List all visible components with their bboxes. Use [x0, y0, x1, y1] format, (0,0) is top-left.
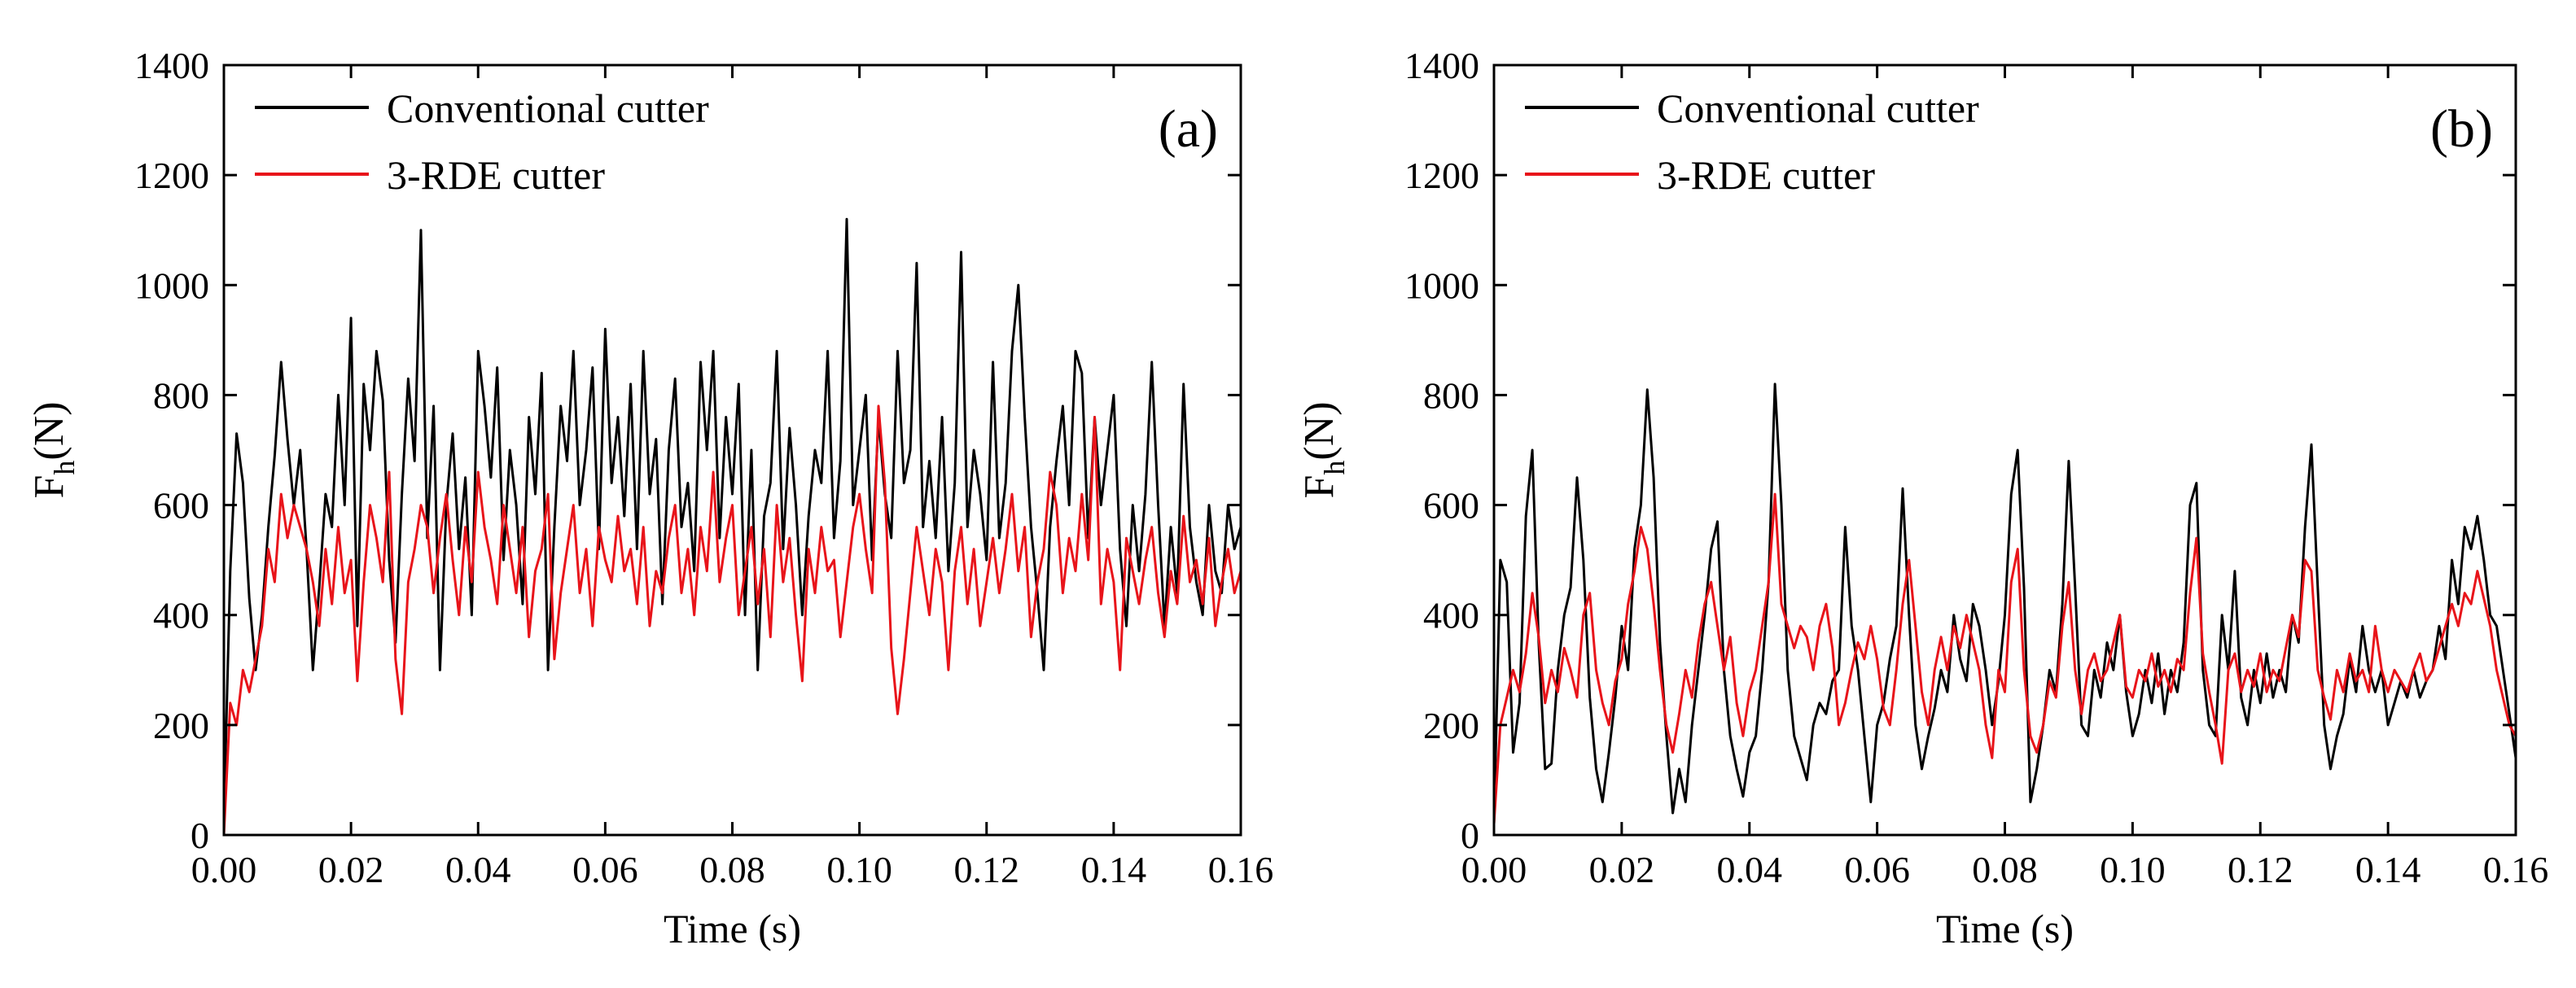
x-axis-label: Time (s) — [1936, 906, 2074, 951]
series-line-rde — [222, 404, 1242, 836]
y-axis-label: Fh(N) — [1296, 401, 1351, 498]
y-axis-label: Fh(N) — [26, 401, 81, 498]
x-tick-label: 0.06 — [572, 849, 638, 890]
y-axis-label-subscript: h — [1318, 461, 1351, 475]
x-axis-label: Time (s) — [664, 906, 801, 951]
x-tick-label: 0.14 — [1081, 849, 1147, 890]
y-axis-label-unit: (N) — [1296, 401, 1343, 460]
y-tick-label: 1400 — [1404, 45, 1479, 86]
series-line-rde — [1492, 492, 2517, 824]
y-tick-label: 1400 — [134, 45, 209, 86]
y-tick-label: 800 — [1423, 374, 1479, 416]
x-tick-label: 0.04 — [445, 849, 511, 890]
y-axis-label-main: F — [1296, 475, 1343, 499]
y-tick-label: 800 — [153, 374, 209, 416]
legend-label-rde: 3-RDE cutter — [387, 152, 605, 198]
x-tick-label: 0.04 — [1717, 849, 1783, 890]
x-tick-label: 0.12 — [954, 849, 1020, 890]
x-tick-label: 0.00 — [1461, 849, 1527, 890]
legend-label-rde: 3-RDE cutter — [1657, 152, 1875, 198]
y-tick-label: 600 — [1423, 485, 1479, 527]
x-tick-label: 0.16 — [2483, 849, 2549, 890]
x-tick-label: 0.00 — [191, 849, 257, 890]
x-tick-label: 0.08 — [699, 849, 765, 890]
y-tick-label: 1200 — [1404, 155, 1479, 196]
panel-label: (a) — [1159, 99, 1218, 159]
x-tick-label: 0.16 — [1208, 849, 1274, 890]
y-tick-label: 0 — [191, 815, 209, 856]
chart-panel-0: 0.00 0.02 0.04 0.06 0.08 0.10 0.12 0.14 0.16 0 200… — [26, 45, 1273, 951]
x-tick-label: 0.14 — [2355, 849, 2421, 890]
x-tick-label: 0.02 — [1589, 849, 1655, 890]
y-axis-label-main: F — [26, 475, 72, 499]
x-tick-label: 0.10 — [826, 849, 892, 890]
y-axis-label-subscript: h — [48, 461, 81, 475]
chart-panel-1: 0.00 0.02 0.04 0.06 0.08 0.10 0.12 0.14 0.16 0 200… — [1296, 45, 2548, 951]
y-tick-label: 1000 — [1404, 264, 1479, 306]
y-tick-label: 200 — [1423, 705, 1479, 746]
y-tick-label: 1200 — [134, 155, 209, 196]
x-tick-label: 0.06 — [1844, 849, 1910, 890]
legend-label-conventional: Conventional cutter — [387, 85, 709, 131]
y-axis-label-unit: (N) — [26, 401, 72, 460]
x-tick-label: 0.10 — [2100, 849, 2166, 890]
y-tick-label: 200 — [153, 705, 209, 746]
y-tick-label: 600 — [153, 485, 209, 527]
y-tick-label: 400 — [153, 595, 209, 636]
y-tick-label: 400 — [1423, 595, 1479, 636]
legend-label-conventional: Conventional cutter — [1657, 85, 1979, 131]
x-tick-label: 0.08 — [1972, 849, 2038, 890]
y-tick-label: 1000 — [134, 264, 209, 306]
x-tick-label: 0.12 — [2228, 849, 2293, 890]
y-tick-label: 0 — [1461, 815, 1479, 856]
panel-label: (b) — [2430, 99, 2493, 159]
x-tick-label: 0.02 — [318, 849, 384, 890]
